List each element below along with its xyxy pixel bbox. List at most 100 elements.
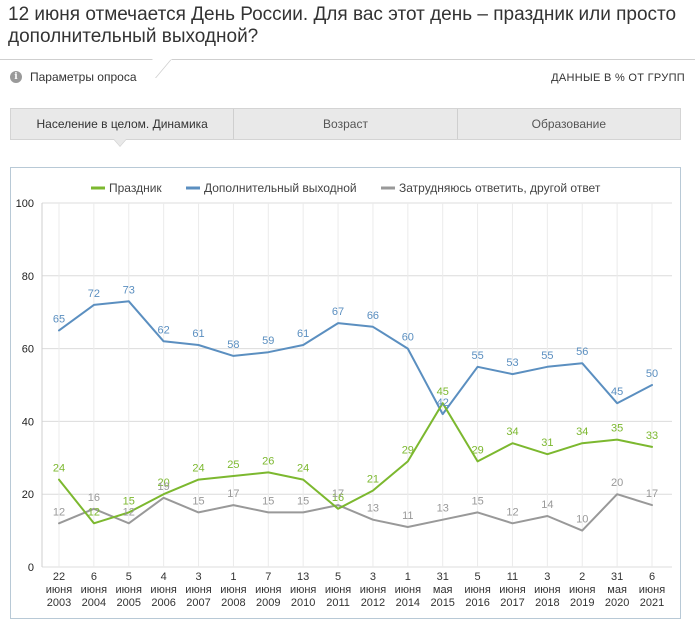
x-tick-label: июня [116, 584, 142, 596]
x-tick-label: 1 [230, 571, 236, 583]
x-tick-label: 2020 [605, 597, 629, 609]
x-tick-label: 3 [370, 571, 376, 583]
survey-params-toggle[interactable]: i Параметры опроса [10, 70, 137, 84]
data-label: 62 [158, 324, 170, 336]
data-label: 12 [506, 506, 518, 518]
data-label: 15 [123, 495, 135, 507]
data-label: 21 [367, 474, 379, 486]
data-label: 24 [192, 463, 204, 475]
x-tick-label: 3 [195, 571, 201, 583]
y-tick-label: 80 [22, 271, 34, 283]
survey-params-label: Параметры опроса [30, 70, 137, 84]
x-tick-label: июня [395, 584, 421, 596]
x-tick-label: 31 [437, 571, 449, 583]
legend-item[interactable]: Праздник [109, 181, 162, 195]
data-label: 20 [158, 477, 170, 489]
legend-item[interactable]: Затрудняюсь ответить, другой ответ [399, 181, 601, 195]
data-label: 55 [471, 350, 483, 362]
series-line [58, 402, 653, 525]
data-label: 24 [53, 463, 65, 475]
x-tick-label: 2012 [361, 597, 385, 609]
data-label: 26 [262, 455, 274, 467]
x-tick-label: июня [325, 584, 351, 596]
tab-education[interactable]: Образование [531, 117, 607, 131]
x-tick-label: 6 [649, 571, 655, 583]
x-tick-label: июня [290, 584, 316, 596]
tab-dynamics[interactable]: Население в целом. Динамика [11, 109, 235, 139]
page-title: 12 июня отмечается День России. Для вас … [8, 4, 677, 47]
x-tick-label: 13 [297, 571, 309, 583]
data-label: 24 [297, 463, 309, 475]
data-label: 15 [192, 495, 204, 507]
data-label: 50 [646, 368, 658, 380]
data-label: 15 [262, 495, 274, 507]
data-label: 58 [227, 339, 239, 351]
x-tick-label: мая [607, 584, 627, 596]
data-label: 16 [88, 492, 100, 504]
x-tick-label: июня [464, 584, 490, 596]
data-label: 34 [576, 426, 588, 438]
x-tick-label: 2008 [221, 597, 245, 609]
x-tick-label: июня [46, 584, 72, 596]
x-tick-label: 2 [579, 571, 585, 583]
tab-bar: Население в целом. Динамика Возраст Обра… [10, 108, 681, 140]
x-tick-label: 2019 [570, 597, 594, 609]
data-label: 45 [437, 386, 449, 398]
y-tick-label: 40 [22, 416, 34, 428]
data-label: 15 [471, 495, 483, 507]
data-label: 13 [367, 503, 379, 515]
series-line [58, 300, 653, 416]
x-tick-label: 2007 [186, 597, 210, 609]
x-tick-label: 2015 [430, 597, 454, 609]
x-tick-label: июня [81, 584, 107, 596]
x-tick-label: 4 [161, 571, 167, 583]
data-label: 29 [471, 444, 483, 456]
x-tick-label: июня [499, 584, 525, 596]
data-label: 65 [53, 313, 65, 325]
x-tick-label: июня [185, 584, 211, 596]
data-label: 60 [402, 332, 414, 344]
x-tick-label: 2011 [326, 597, 350, 609]
data-label: 14 [541, 499, 553, 511]
data-label: 35 [611, 423, 623, 435]
data-label: 45 [611, 386, 623, 398]
data-label: 11 [402, 510, 413, 522]
x-tick-label: июня [639, 584, 665, 596]
data-label: 19 [158, 481, 170, 493]
x-tick-label: июня [534, 584, 560, 596]
x-tick-label: 7 [265, 571, 271, 583]
x-tick-label: 2017 [500, 597, 524, 609]
legend-item[interactable]: Дополнительный выходной [204, 181, 357, 195]
x-tick-label: 5 [335, 571, 341, 583]
info-icon: i [10, 71, 22, 83]
x-tick-label: 5 [475, 571, 481, 583]
data-label: 17 [227, 488, 239, 500]
x-tick-label: 2021 [640, 597, 664, 609]
x-tick-label: 11 [507, 571, 518, 583]
data-label: 13 [437, 503, 449, 515]
data-label: 29 [402, 444, 414, 456]
x-tick-label: 2010 [291, 597, 315, 609]
data-label: 12 [88, 506, 100, 518]
y-tick-label: 100 [16, 198, 34, 210]
data-label: 59 [262, 335, 274, 347]
data-label: 16 [332, 492, 344, 504]
tab-age[interactable]: Возраст [234, 109, 458, 139]
data-label: 33 [646, 430, 658, 442]
x-tick-label: 3 [544, 571, 550, 583]
data-label: 10 [576, 514, 588, 526]
data-label: 34 [506, 426, 518, 438]
x-tick-label: 2009 [256, 597, 280, 609]
data-label: 15 [297, 495, 309, 507]
x-tick-label: июня [569, 584, 595, 596]
x-tick-label: 2003 [47, 597, 71, 609]
x-tick-label: июня [150, 584, 176, 596]
x-tick-label: мая [433, 584, 453, 596]
x-tick-label: 31 [611, 571, 623, 583]
x-tick-label: 5 [126, 571, 132, 583]
x-tick-label: 6 [91, 571, 97, 583]
x-tick-label: 2014 [396, 597, 420, 609]
data-label: 73 [123, 284, 135, 296]
data-label: 17 [332, 488, 344, 500]
